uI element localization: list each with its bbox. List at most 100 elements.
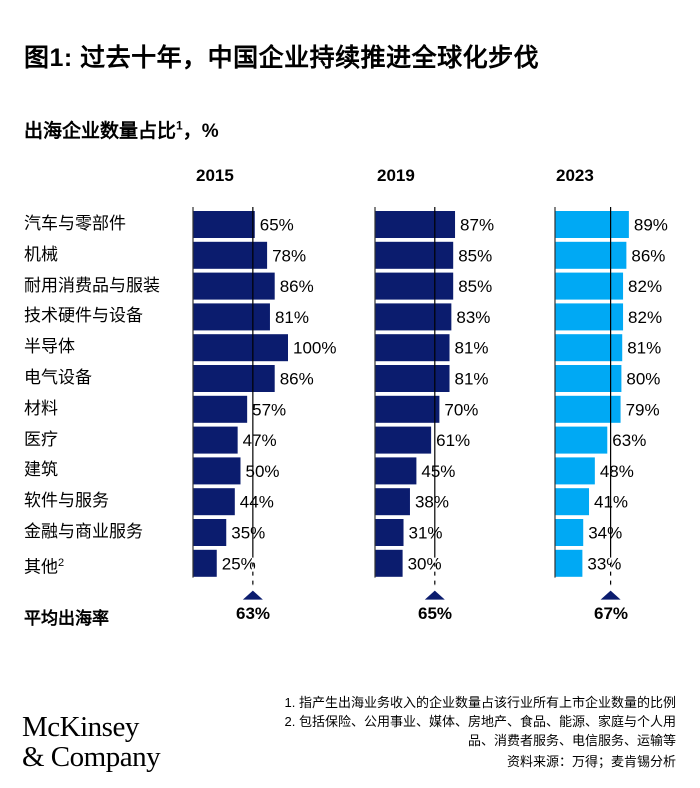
average-marker-2015 <box>242 590 263 600</box>
bar-2023 <box>555 488 590 516</box>
bar-2019 <box>375 334 450 362</box>
mckinsey-logo: McKinsey & Company <box>22 712 161 772</box>
bar-2023 <box>555 457 595 485</box>
bar-2019 <box>375 488 410 516</box>
category-label: 医疗 <box>24 430 58 450</box>
subtitle-unit: ，% <box>182 121 219 142</box>
category-label: 汽车与零部件 <box>24 214 126 234</box>
footnote-2-cont: 品、消费者服务、电信服务、运输等 <box>467 733 676 748</box>
bar-2015 <box>193 334 288 362</box>
value-label: 81% <box>627 339 661 358</box>
bar-2019 <box>375 426 432 454</box>
year-label-2019: 2019 <box>377 166 415 185</box>
value-label: 47% <box>243 431 277 450</box>
subtitle-text: 出海企业数量占比 <box>24 121 177 142</box>
value-label: 78% <box>272 246 306 265</box>
value-label: 87% <box>460 216 494 235</box>
bar-2015 <box>193 457 241 485</box>
value-label: 65% <box>260 216 294 235</box>
category-text: 电气设备 <box>24 368 92 387</box>
value-label: 82% <box>628 308 662 327</box>
value-label: 48% <box>600 462 634 481</box>
bar-2019 <box>375 272 454 300</box>
subtitle-footnote-ref: 1 <box>176 118 183 133</box>
bar-2023 <box>555 395 621 423</box>
value-label: 63% <box>612 431 646 450</box>
category-text: 机械 <box>24 244 58 264</box>
bar-2015 <box>193 426 238 454</box>
category-text: 技术硬件与设备 <box>24 306 143 326</box>
category-footnote-ref: 2 <box>58 556 65 569</box>
category-text: 软件与服务 <box>24 491 109 511</box>
year-label-2015: 2015 <box>196 166 234 185</box>
value-label: 85% <box>458 277 492 296</box>
value-label: 30% <box>408 554 442 573</box>
footnote-1: 1. 指产生出海业务收入的企业数量占该行业所有上市企业数量的比例 <box>284 695 676 710</box>
category-text: 耐用消费品与服装 <box>24 275 160 295</box>
average-value-2015: 63% <box>235 604 271 623</box>
value-label: 35% <box>231 524 265 543</box>
category-label: 半导体 <box>24 337 75 357</box>
bar-2019 <box>375 549 403 577</box>
category-text: 建筑 <box>24 460 58 480</box>
category-text: 金融与商业服务 <box>24 522 143 541</box>
value-label: 25% <box>222 554 256 573</box>
value-label: 100% <box>293 339 336 358</box>
value-label: 83% <box>456 308 490 327</box>
bar-2015 <box>193 272 275 300</box>
bar-2015 <box>193 488 235 516</box>
average-marker-2023 <box>600 590 621 600</box>
value-label: 81% <box>455 370 489 389</box>
bar-2023 <box>555 272 624 300</box>
bar-2015 <box>193 241 268 269</box>
average-marker-2019 <box>424 590 445 600</box>
bar-2015 <box>193 519 227 546</box>
category-label: 金融与商业服务 <box>24 522 143 542</box>
value-label: 89% <box>634 216 668 235</box>
bar-2023 <box>555 549 583 577</box>
category-text: 医疗 <box>24 429 58 449</box>
bar-2019 <box>375 519 404 546</box>
bar-2015 <box>193 549 217 577</box>
value-label: 86% <box>280 277 314 296</box>
bar-2019 <box>375 457 417 485</box>
bar-chart: 65% 78% 86% 81% 100% 86% 57% 47% 50% 44% 35% 25% 87%… <box>192 207 668 600</box>
footnote-2: 2. 包括保险、公用事业、媒体、房地产、食品、能源、家庭与个人用 <box>284 714 676 729</box>
value-label: 82% <box>628 277 662 296</box>
category-text: 其他 <box>24 557 58 577</box>
category-label: 软件与服务 <box>24 491 109 511</box>
category-label: 材料 <box>24 399 58 419</box>
value-label: 81% <box>275 308 309 327</box>
category-label: 建筑 <box>24 460 58 480</box>
bar-2023 <box>555 426 608 454</box>
bar-2023 <box>555 241 627 269</box>
value-label: 86% <box>280 370 314 389</box>
value-label: 70% <box>444 400 478 419</box>
bar-2023 <box>555 519 584 546</box>
bar-2023 <box>555 334 623 362</box>
value-label: 86% <box>631 246 665 265</box>
chart-title: 图1: 过去十年，中国企业持续推进全球化步伐 <box>24 44 540 72</box>
category-label: 电气设备 <box>24 368 92 388</box>
category-label: 机械 <box>24 245 58 265</box>
value-label: 31% <box>409 524 443 543</box>
bar-2015 <box>193 365 275 392</box>
value-label: 44% <box>240 493 274 512</box>
value-label: 57% <box>252 400 286 419</box>
bar-2019 <box>375 241 454 269</box>
bar-2023 <box>555 303 624 331</box>
category-text: 半导体 <box>24 337 75 357</box>
value-label: 80% <box>626 370 660 389</box>
value-label: 61% <box>436 431 470 450</box>
category-text: 汽车与零部件 <box>24 214 126 233</box>
bar-2019 <box>375 365 450 392</box>
bar-2015 <box>193 395 248 423</box>
average-value-2023: 67% <box>593 604 629 623</box>
value-label: 81% <box>455 339 489 358</box>
value-label: 45% <box>421 462 455 481</box>
category-label: 技术硬件与设备 <box>24 306 143 326</box>
value-label: 34% <box>588 524 622 543</box>
bar-2015 <box>193 211 255 238</box>
average-label: 平均出海率 <box>24 609 109 628</box>
bar-2023 <box>555 365 622 392</box>
